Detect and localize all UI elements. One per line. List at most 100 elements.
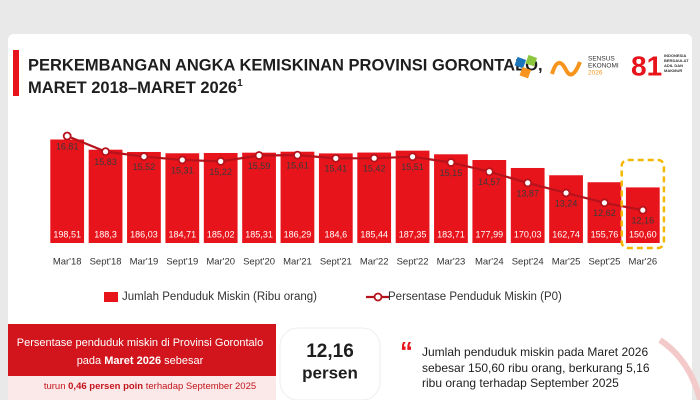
plot: 198,51 188,3 186,03 184,71 185,02 185,31 186,2… [50, 131, 666, 303]
bar [280, 151, 315, 243]
bar [88, 149, 123, 243]
bar [625, 187, 660, 243]
summary-text: pada [77, 355, 105, 367]
bar-label: 186,29 [284, 229, 312, 239]
quote-text: ribu orang terhadap September 2025 [422, 376, 619, 390]
logo-number: 81 [631, 50, 662, 81]
x-tick-label: Mar'23 [437, 257, 466, 268]
bar [165, 153, 200, 243]
quote-text: sebesar 150,60 ribu orang, berkurang 5,1… [422, 361, 650, 375]
point-label: 15,31 [171, 165, 194, 175]
x-tick-label: Mar'19 [130, 257, 159, 268]
x-tick-label: Sept'18 [90, 257, 122, 268]
x-tick-label: Sept'24 [512, 257, 544, 268]
line-point [484, 167, 494, 177]
line [66, 135, 644, 212]
bar [357, 152, 392, 243]
x-tick-label: Mar'25 [552, 257, 581, 268]
summary-text: sebesar [161, 355, 204, 367]
bar [434, 154, 468, 243]
quote-mark: “ [400, 336, 413, 366]
point-label: 16,81 [56, 141, 79, 151]
point-label: 12,62 [593, 208, 616, 218]
bar-label: 177,99 [476, 229, 504, 239]
bar [50, 139, 85, 243]
bar-label: 198,51 [53, 229, 81, 239]
bar-label: 185,31 [245, 229, 273, 239]
change-text: turun [44, 381, 68, 392]
point-label: 15,83 [94, 157, 117, 167]
figure-unit: persen [302, 363, 358, 382]
logo-text: INDONESIA [664, 53, 686, 58]
bar-label: 187,35 [399, 229, 427, 239]
point-label: 13,24 [555, 198, 578, 208]
bar-label: 184,6 [325, 229, 348, 239]
point-label: 14,57 [478, 177, 501, 187]
bar-label: 184,71 [169, 229, 197, 239]
chart-subtitle: MARET 2018–MARET 20261 [28, 78, 243, 98]
point-label: 13,87 [516, 188, 539, 198]
bar [127, 151, 161, 243]
line-point [216, 156, 226, 166]
line-point [293, 150, 302, 160]
line-point [446, 158, 456, 167]
point-label: 15,42 [363, 164, 386, 174]
logo-text: EKONOMI [588, 63, 619, 70]
bar [203, 152, 238, 243]
logo-bps [514, 54, 538, 79]
decor [658, 337, 700, 400]
bar [549, 175, 583, 243]
subtitle-text: MARET 2018–MARET 2026 [28, 79, 237, 97]
summary-text: Persentase penduduk miskin di Provinsi G… [17, 337, 263, 349]
figure-value: 12,16 [306, 341, 354, 362]
summary-bold: Maret 2026 [104, 355, 161, 367]
point-label: 12,16 [632, 216, 655, 226]
summary-text: pada Maret 2026 sebesar [77, 355, 204, 367]
x-tick-label: Mar'20 [206, 257, 235, 268]
x-tick-label: Sept'25 [588, 257, 620, 268]
point-label: 15,22 [209, 167, 232, 177]
change-strip [8, 376, 276, 400]
highlight-box [620, 158, 666, 250]
point-label: 15,59 [248, 161, 271, 171]
line-point [600, 198, 609, 208]
point-label: 15,61 [286, 161, 309, 171]
bar-label: 188,3 [94, 229, 117, 239]
line-point [369, 153, 379, 163]
bar [587, 182, 622, 243]
point-label: 15,51 [401, 162, 424, 172]
x-tick-label: Sept'21 [320, 257, 352, 268]
legend-swatch [104, 292, 118, 302]
title-accent [13, 50, 19, 96]
line-point [561, 188, 571, 198]
line-point [101, 147, 110, 157]
logo-text: 2026 [588, 70, 603, 77]
x-tick-label: Mar'24 [475, 257, 504, 268]
change-bold: 0,46 persen poin [68, 381, 143, 392]
x-tick-label: Mar'26 [628, 257, 657, 268]
quote-text: Jumlah penduduk miskin pada Maret 2026 [422, 345, 648, 359]
x-tick-label: Mar'18 [53, 257, 82, 268]
x-tick-label: Sept'19 [166, 257, 198, 268]
legend-swatch [373, 292, 383, 302]
x-tick-label: Mar'21 [283, 257, 312, 268]
change-text: terhadap September 2025 [143, 381, 256, 392]
bar-label: 186,03 [130, 229, 158, 239]
line-point [139, 152, 149, 161]
logo-81: 81 INDONESIA BERDAULAT ADIL DAN MAKMUR [631, 50, 689, 81]
change-text: turun 0,46 persen poin terhadap Septembe… [44, 381, 256, 392]
line-point [331, 153, 341, 163]
logo-text: MAKMUR [664, 68, 682, 73]
subtitle-note: 1 [237, 78, 243, 89]
bar [395, 150, 430, 243]
chart-title: PERKEMBANGAN ANGKA KEMISKINAN PROVINSI G… [28, 56, 543, 74]
logo-text: SENSUS [588, 56, 615, 63]
line-point [638, 205, 648, 215]
bar [242, 152, 276, 243]
bar-label: 155,76 [591, 229, 619, 239]
bar-label: 185,44 [360, 229, 388, 239]
line-point [408, 152, 417, 162]
x-tick-label: Mar'22 [360, 257, 389, 268]
legend-label: Persentase Penduduk Miskin (P0) [388, 291, 562, 303]
